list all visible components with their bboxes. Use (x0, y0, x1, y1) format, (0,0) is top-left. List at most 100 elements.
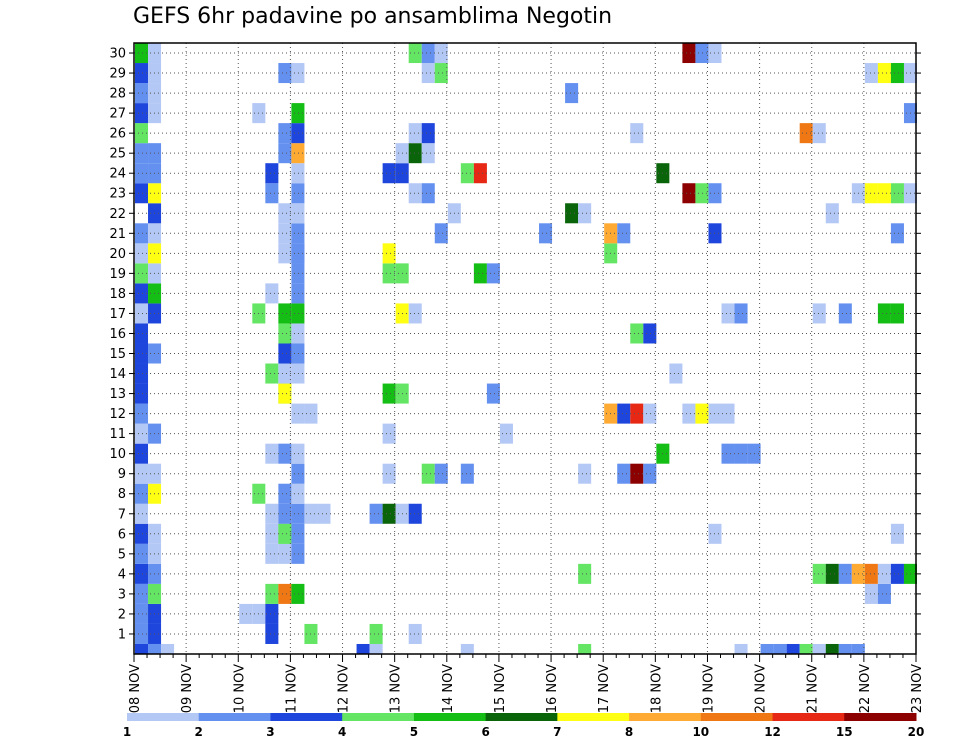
heatmap-cell (421, 143, 435, 164)
colorbar-label: 10 (692, 725, 709, 739)
colorbar-label: 6 (481, 725, 489, 739)
heatmap-cell (135, 323, 149, 344)
heatmap-cell (278, 243, 292, 264)
x-tick-label: 22 NOV (858, 664, 873, 713)
heatmap-cell (578, 563, 592, 584)
heatmap-cell (877, 563, 891, 584)
heatmap-cell (721, 403, 735, 424)
heatmap-cell (408, 143, 422, 164)
heatmap-cell (161, 643, 175, 654)
x-tick-label: 17 NOV (597, 664, 612, 713)
heatmap-cell (278, 203, 292, 224)
heatmap-cell (890, 523, 904, 544)
y-tick-label: 3 (118, 587, 126, 602)
heatmap-cell (382, 383, 396, 404)
heatmap-cell (278, 123, 292, 144)
heatmap-cell (695, 403, 709, 424)
heatmap-cell (135, 603, 149, 624)
y-tick-label: 13 (109, 387, 126, 402)
heatmap-cell (291, 463, 305, 484)
heatmap-cell (486, 383, 500, 404)
heatmap-cell (408, 303, 422, 324)
heatmap-cell (578, 463, 592, 484)
heatmap-cell (877, 63, 891, 84)
y-tick-label: 7 (118, 507, 126, 522)
heatmap-cell (643, 463, 657, 484)
cells-layer (135, 43, 917, 654)
heatmap-cell (369, 503, 383, 524)
heatmap-cell (421, 183, 435, 204)
heatmap-cell (135, 403, 149, 424)
heatmap-cell (291, 363, 305, 384)
heatmap-cell (864, 563, 878, 584)
heatmap-cell (265, 163, 279, 184)
heatmap-cell (382, 423, 396, 444)
grid-layer (134, 43, 916, 654)
heatmap-cell (291, 323, 305, 344)
heatmap-cell (135, 63, 149, 84)
colorbar-label: 1 (123, 725, 131, 739)
y-tick-label: 23 (109, 187, 126, 202)
y-tick-label: 26 (109, 127, 126, 142)
heatmap-cell (473, 263, 487, 284)
heatmap-cell (291, 203, 305, 224)
heatmap-cell (135, 523, 149, 544)
heatmap-cell (864, 63, 878, 84)
heatmap-cell (135, 163, 149, 184)
colorbar-swatch (270, 713, 343, 721)
colorbar-swatch (700, 713, 774, 721)
heatmap-cell (278, 543, 292, 564)
heatmap-cell (135, 183, 149, 204)
heatmap-cell (460, 163, 474, 184)
heatmap-cell (825, 643, 839, 654)
heatmap-cell (877, 583, 891, 604)
heatmap-cell (434, 463, 448, 484)
colorbar-label: 3 (266, 725, 274, 739)
heatmap-cell (877, 303, 891, 324)
heatmap-cell (291, 183, 305, 204)
y-tick-label: 24 (109, 167, 126, 182)
heatmap-cell (825, 563, 839, 584)
heatmap-cell (682, 43, 696, 64)
heatmap-cell (421, 463, 435, 484)
x-tick-label: 21 NOV (806, 664, 821, 713)
heatmap-cell (291, 543, 305, 564)
y-tick-label: 30 (109, 47, 126, 62)
heatmap-cell (408, 123, 422, 144)
heatmap-cell (617, 223, 631, 244)
heatmap-cell (265, 523, 279, 544)
x-tick-label: 14 NOV (441, 664, 456, 713)
x-tick-label: 23 NOV (910, 664, 925, 713)
heatmap-cell (812, 643, 826, 654)
colorbar-swatch (629, 713, 702, 721)
heatmap-cell (135, 483, 149, 504)
heatmap-cell (291, 483, 305, 504)
heatmap-cell (434, 63, 448, 84)
heatmap-cell (135, 243, 149, 264)
heatmap-cell (890, 63, 904, 84)
colorbar-label: 7 (553, 725, 561, 739)
heatmap-cell (382, 503, 396, 524)
heatmap-cell (382, 463, 396, 484)
heatmap-cell (695, 43, 709, 64)
heatmap-cell (630, 403, 644, 424)
x-tick-label: 12 NOV (337, 664, 352, 713)
heatmap-cell (617, 403, 631, 424)
heatmap-cell (278, 223, 292, 244)
heatmap-cell (291, 243, 305, 264)
y-tick-label: 21 (109, 227, 126, 242)
x-tick-label: 13 NOV (389, 664, 404, 713)
heatmap-cell (265, 603, 279, 624)
heatmap-cell (864, 583, 878, 604)
colorbar-label: 15 (836, 725, 853, 739)
heatmap-cell (838, 643, 852, 654)
y-tick-label: 11 (109, 427, 126, 442)
heatmap-cell (408, 43, 422, 64)
heatmap-cell (434, 43, 448, 64)
heatmap-cell (135, 263, 149, 284)
heatmap-cell (786, 643, 800, 654)
heatmap-cell (864, 183, 878, 204)
y-tick-label: 22 (109, 207, 126, 222)
heatmap-cell (760, 643, 774, 654)
colorbar-swatch (557, 713, 630, 721)
